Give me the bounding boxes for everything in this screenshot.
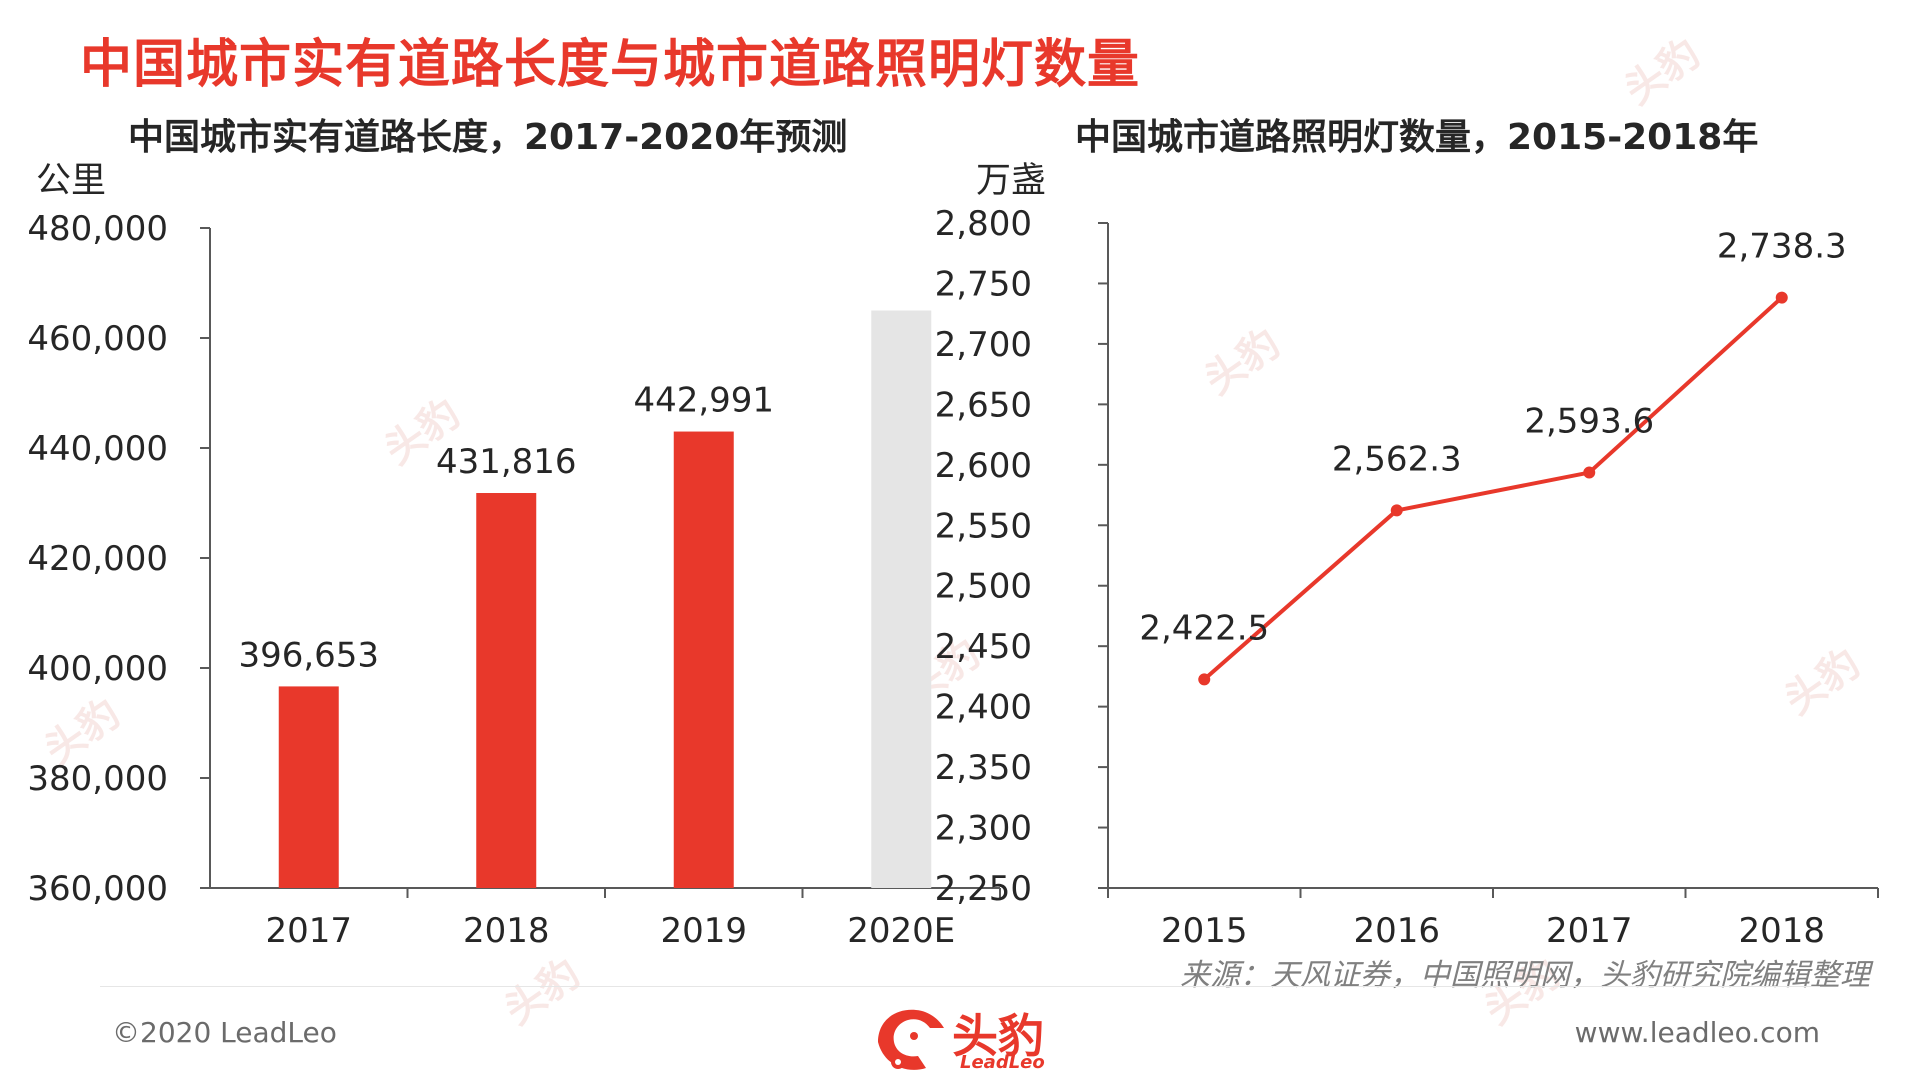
logo-text-en: LeadLeo bbox=[960, 1052, 1045, 1073]
line-y-tick-label: 2,550 bbox=[935, 506, 1032, 546]
line-x-tick-label: 2018 bbox=[1738, 911, 1825, 951]
bar-chart-title: 中国城市实有道路长度，2017-2020年预测 bbox=[128, 117, 848, 158]
line-y-tick-label: 2,300 bbox=[935, 809, 1032, 849]
bar-chart-unit: 公里 bbox=[36, 161, 107, 201]
line-y-tick-label: 2,750 bbox=[935, 264, 1032, 304]
bar-y-tick-label: 480,000 bbox=[27, 209, 168, 249]
footer-divider bbox=[100, 986, 1820, 987]
bar-y-tick-label: 400,000 bbox=[27, 649, 168, 689]
line-chart-title: 中国城市道路照明灯数量，2015-2018年 bbox=[1075, 117, 1759, 158]
line-data-label: 2,738.3 bbox=[1717, 227, 1847, 267]
line-point bbox=[1775, 291, 1788, 304]
bar-y-tick-label: 360,000 bbox=[27, 869, 168, 909]
line-y-tick-label: 2,800 bbox=[935, 204, 1032, 244]
leadleo-logo: 头豹 LeadLeo bbox=[868, 1002, 1058, 1074]
line-chart-unit: 万盏 bbox=[976, 161, 1047, 201]
bar bbox=[871, 310, 932, 888]
line-y-tick-label: 2,250 bbox=[935, 869, 1032, 909]
logo-text-cn: 头豹 bbox=[952, 1009, 1044, 1063]
bar bbox=[673, 431, 734, 888]
line-y-tick-label: 2,500 bbox=[935, 567, 1032, 607]
bar-y-tick-label: 420,000 bbox=[27, 539, 168, 579]
line-y-tick-label: 2,350 bbox=[935, 748, 1032, 788]
line-x-tick-label: 2015 bbox=[1161, 911, 1248, 951]
line-x-tick-label: 2016 bbox=[1353, 911, 1440, 951]
line-y-tick-label: 2,700 bbox=[935, 325, 1032, 365]
bar-data-label: 396,653 bbox=[238, 635, 379, 675]
website: www.leadleo.com bbox=[1574, 1016, 1820, 1049]
line-y-tick-label: 2,450 bbox=[935, 627, 1032, 667]
line-x-tick-label: 2017 bbox=[1546, 911, 1633, 951]
bar-y-tick-label: 380,000 bbox=[27, 759, 168, 799]
series-line bbox=[1202, 296, 1784, 681]
bar-y-tick-label: 460,000 bbox=[27, 319, 168, 359]
line-point bbox=[1390, 504, 1403, 517]
bar-data-label: 442,991 bbox=[633, 381, 774, 421]
leopard-head-icon bbox=[878, 1009, 944, 1070]
bar-x-tick-label: 2018 bbox=[463, 911, 550, 951]
line-y-tick-label: 2,600 bbox=[935, 446, 1032, 486]
line-data-label: 2,562.3 bbox=[1332, 439, 1462, 479]
line-y-tick-label: 2,650 bbox=[935, 385, 1032, 425]
bar-x-tick-label: 2020E bbox=[847, 911, 955, 951]
bar bbox=[476, 493, 537, 888]
line-point bbox=[1583, 466, 1596, 479]
bar-x-tick-label: 2017 bbox=[265, 911, 352, 951]
source-note: 来源：天风证券，中国照明网，头豹研究院编辑整理 bbox=[1180, 958, 1870, 993]
bar-data-label: 431,816 bbox=[436, 442, 577, 482]
bar-x-tick-label: 2019 bbox=[660, 911, 747, 951]
bar bbox=[278, 686, 339, 888]
line-chart: 2,250 2,300 2,350 2,400 2,450 2,500 2,550 2,600… bbox=[935, 204, 1879, 951]
line-data-label: 2,593.6 bbox=[1524, 402, 1654, 442]
bar-y-tick-label: 440,000 bbox=[27, 429, 168, 469]
page-title: 中国城市实有道路长度与城市道路照明灯数量 bbox=[80, 35, 1141, 95]
bar-chart: 360,000 380,000 400,000 420,000 440,000 460,0… bbox=[27, 209, 1001, 951]
line-point bbox=[1198, 673, 1211, 686]
line-y-tick-label: 2,400 bbox=[935, 688, 1032, 728]
copyright: ©2020 LeadLeo bbox=[112, 1016, 337, 1049]
line-data-label: 2,422.5 bbox=[1139, 608, 1269, 648]
